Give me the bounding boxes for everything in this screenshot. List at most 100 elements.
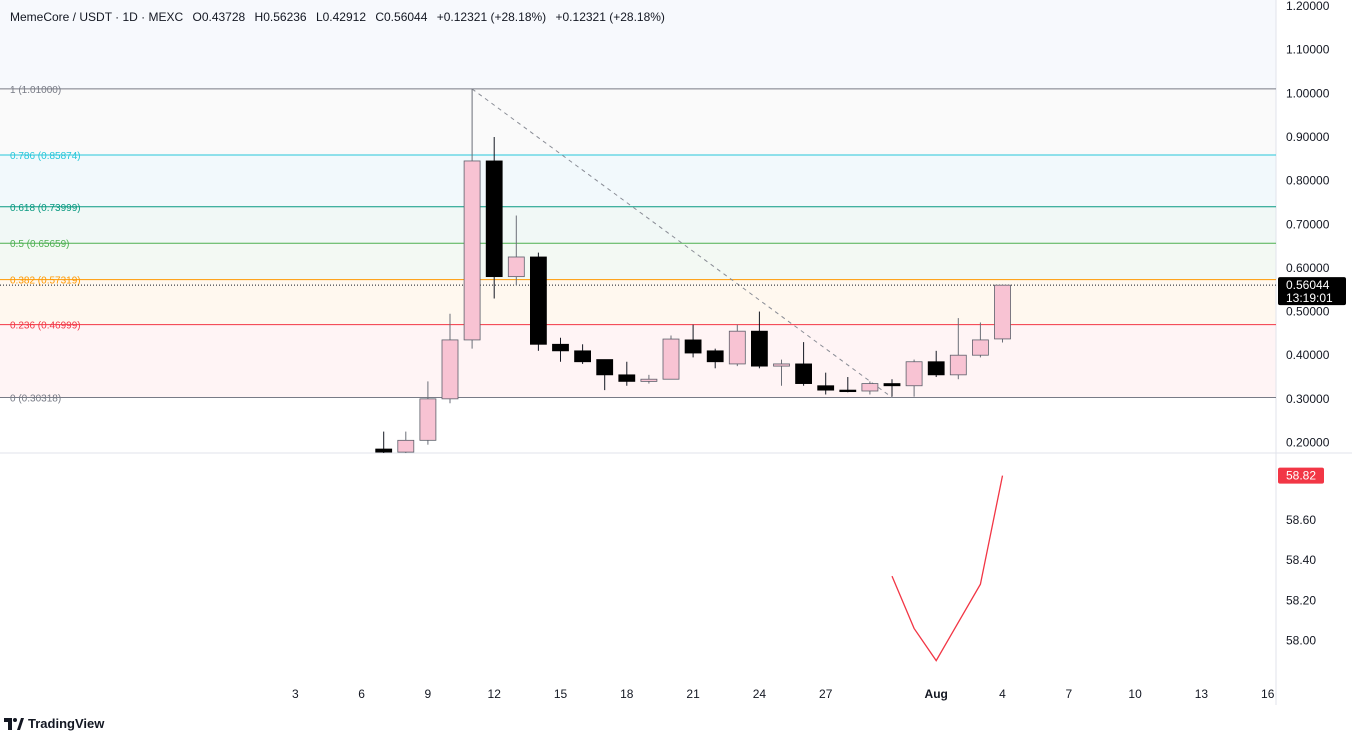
candle[interactable]: [596, 359, 614, 391]
price-tick-label: 0.90000: [1286, 130, 1330, 144]
candle[interactable]: [773, 359, 790, 386]
price-tick-label: 0.80000: [1286, 174, 1330, 188]
fib-label: 0.786 (0.85874): [10, 151, 81, 162]
candle[interactable]: [905, 359, 923, 397]
candle[interactable]: [861, 381, 879, 395]
chart-header: MemeCore / USDT · 1D · MEXC O0.43728 H0.…: [10, 10, 671, 24]
candle[interactable]: [662, 335, 680, 380]
candle[interactable]: [795, 342, 812, 386]
candle-body: [507, 256, 525, 278]
candle[interactable]: [552, 337, 569, 362]
candle-body: [728, 330, 746, 365]
candle[interactable]: [485, 136, 503, 299]
countdown-timer: 13:19:01: [1286, 291, 1333, 305]
brand-name: TradingView: [28, 716, 105, 731]
open-value: O0.43728: [192, 10, 246, 24]
indicator-tick-label: 58.20: [1286, 593, 1316, 607]
candle[interactable]: [751, 311, 768, 369]
price-tick-label: 1.20000: [1286, 0, 1330, 13]
candle-body: [596, 359, 614, 376]
candle[interactable]: [994, 284, 1011, 343]
fib-zone: [0, 88, 1276, 155]
candle-body: [861, 383, 879, 392]
candle-body: [972, 339, 989, 356]
price-tick-label: 0.60000: [1286, 261, 1330, 275]
indicator-value-badge: [1278, 467, 1324, 484]
time-tick-label: 12: [488, 687, 502, 701]
fib-zone: [0, 206, 1276, 244]
current-price-badge: [1278, 277, 1346, 306]
candle-body: [883, 383, 901, 387]
candle-body: [552, 343, 569, 352]
time-tick-label: Aug: [925, 687, 948, 701]
tradingview-icon: [4, 717, 24, 730]
candle[interactable]: [375, 431, 393, 460]
candle-body: [949, 354, 967, 376]
candle[interactable]: [397, 431, 415, 456]
candle-body: [927, 361, 945, 376]
tradingview-logo[interactable]: TradingView: [4, 716, 104, 731]
candle-body: [441, 339, 459, 400]
time-tick-label: 9: [425, 687, 432, 701]
candle[interactable]: [706, 348, 724, 369]
candle-body: [463, 160, 481, 341]
time-tick-label: 10: [1128, 687, 1142, 701]
candle[interactable]: [684, 324, 702, 358]
candle-body: [684, 339, 702, 354]
candle-body: [773, 363, 790, 367]
fib-trendline: [471, 88, 893, 398]
plot-background-top: [0, 0, 1276, 89]
price-tick-label: 0.50000: [1286, 305, 1330, 319]
candle[interactable]: [883, 379, 901, 397]
candle[interactable]: [507, 215, 525, 286]
price-tick-label: 0.30000: [1286, 392, 1330, 406]
change-percent-value: +0.12321 (+28.18%): [555, 10, 665, 24]
candle[interactable]: [927, 350, 945, 378]
change-value: +0.12321 (+28.18%): [436, 10, 547, 24]
time-tick-label: 3: [292, 687, 299, 701]
candle[interactable]: [441, 313, 459, 404]
indicator-tick-label: 58.40: [1286, 553, 1316, 567]
candle-body: [662, 338, 680, 380]
candle[interactable]: [530, 252, 547, 351]
low-value: L0.42912: [315, 10, 366, 24]
candle-body: [640, 378, 658, 382]
candle-body: [397, 439, 415, 453]
candle[interactable]: [949, 318, 967, 380]
time-tick-label: 18: [620, 687, 634, 701]
candle-body: [706, 350, 724, 363]
current-price-value: 0.56044: [1286, 278, 1330, 292]
candle[interactable]: [574, 344, 591, 364]
candle-body: [574, 350, 591, 363]
time-tick-label: 24: [753, 687, 767, 701]
price-tick-label: 0.70000: [1286, 217, 1330, 231]
time-tick-label: 21: [686, 687, 700, 701]
candle-body: [530, 256, 547, 345]
price-tick-label: 0.20000: [1286, 436, 1330, 450]
candle[interactable]: [419, 381, 437, 445]
fib-zone: [0, 324, 1276, 398]
symbol-label[interactable]: MemeCore / USDT · 1D · MEXC: [10, 10, 184, 24]
candle[interactable]: [817, 372, 835, 395]
candle-body: [817, 385, 835, 391]
candle-body: [795, 363, 812, 384]
candle-body: [485, 160, 503, 278]
fib-label: 0.618 (0.73999): [10, 203, 81, 214]
candle[interactable]: [839, 377, 857, 393]
close-value: C0.56044: [375, 10, 428, 24]
candle[interactable]: [640, 374, 658, 384]
candle-body: [905, 361, 923, 387]
time-tick-label: 13: [1195, 687, 1209, 701]
candle[interactable]: [728, 324, 746, 367]
time-tick-label: 15: [554, 687, 568, 701]
candle[interactable]: [463, 88, 481, 349]
candle-body: [375, 448, 393, 453]
candle[interactable]: [972, 322, 989, 358]
fib-label: 0.236 (0.46999): [10, 321, 81, 332]
time-tick-label: 27: [819, 687, 833, 701]
high-value: H0.56236: [254, 10, 307, 24]
candle[interactable]: [618, 361, 636, 386]
fib-zone: [0, 279, 1276, 325]
fib-label: 1 (1.01000): [10, 85, 61, 96]
